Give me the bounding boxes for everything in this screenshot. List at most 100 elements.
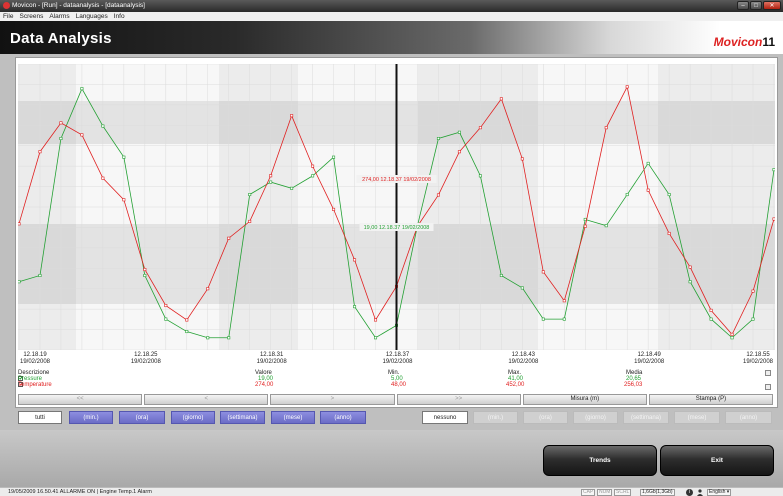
legend-table: Descrizione Valore Min. Max. Media ✔ Pres… <box>18 370 775 394</box>
user-icon[interactable] <box>697 488 703 496</box>
point-pressure-10 <box>227 336 231 340</box>
point-pressure-15 <box>332 155 336 159</box>
legend-header-row: Descrizione Valore Min. Max. Media <box>18 370 775 377</box>
point-pressure-24 <box>520 286 524 290</box>
point-temperature-16 <box>353 258 357 262</box>
minimize-button[interactable]: – <box>737 1 749 10</box>
previous-page-button[interactable]: < <box>144 394 269 405</box>
point-temperature-27 <box>583 224 587 228</box>
point-temperature-17 <box>374 318 378 322</box>
filter-week-button[interactable]: (settimana) <box>220 411 265 424</box>
point-temperature-29 <box>625 85 629 89</box>
legend-header-value: Valore <box>255 370 272 376</box>
legend-header-min: Min. <box>388 370 400 376</box>
measure-button[interactable]: Misura (m) <box>522 394 647 405</box>
x-tick-label: 12.18.25 19/02/2008 <box>130 352 161 365</box>
menu-languages[interactable]: Languages <box>75 13 108 20</box>
filter-year-button[interactable]: (anno) <box>320 411 366 424</box>
pressure-value: 19,00 <box>258 376 274 382</box>
last-page-button[interactable]: >> <box>396 394 521 405</box>
point-pressure-25 <box>541 317 545 321</box>
filter-min-button[interactable]: (min.) <box>69 411 113 424</box>
menu-screens[interactable]: Screens <box>19 13 44 20</box>
point-temperature-24 <box>520 157 524 161</box>
pressure-min: 5,00 <box>391 376 403 382</box>
point-pressure-6 <box>143 274 147 278</box>
movicon-logo: Movicon11 <box>713 35 775 49</box>
point-temperature-20 <box>436 193 440 197</box>
filter-hour-button-2[interactable]: (ora) <box>523 411 568 424</box>
temperature-checkbox[interactable]: ✔ <box>18 382 24 388</box>
filter-month-button[interactable]: (mese) <box>271 411 315 424</box>
point-temperature-21 <box>457 150 461 154</box>
point-pressure-16 <box>353 305 357 309</box>
x-tick-label: 12.18.19 19/02/2008 <box>19 352 51 365</box>
filter-hour-button[interactable]: (ora) <box>119 411 165 424</box>
pressure-max: 41,00 <box>508 376 524 382</box>
filter-day-button[interactable]: (giorno) <box>171 411 215 424</box>
filter-year-button-2[interactable]: (anno) <box>725 411 772 424</box>
maximize-button[interactable]: □ <box>750 1 762 10</box>
point-pressure-31 <box>667 193 671 197</box>
point-temperature-7 <box>164 304 168 308</box>
point-pressure-12 <box>269 180 273 184</box>
period-filter-row: tutti (min.) (ora) (giorno) (settimana) … <box>18 411 775 425</box>
point-pressure-2 <box>59 137 63 141</box>
status-message: 19/05/2009 16.50.41 ALLARME ON | Engine … <box>8 489 152 495</box>
pressure-checkbox[interactable]: ✔ <box>18 376 24 382</box>
point-pressure-23 <box>499 274 503 278</box>
exit-button[interactable]: Exit <box>660 445 774 476</box>
filter-month-button-2[interactable]: (mese) <box>674 411 720 424</box>
trend-chart[interactable]: 274,00 12.18.37 19/02/2008 19,00 12.18.37… <box>17 63 776 351</box>
menu-file[interactable]: File <box>3 13 14 20</box>
point-temperature-26 <box>562 299 566 303</box>
legend-scroll-down[interactable] <box>765 384 771 390</box>
point-pressure-13 <box>290 186 294 190</box>
x-tick-label: 12.18.43 19/02/2008 <box>508 352 539 365</box>
point-pressure-20 <box>436 137 440 141</box>
point-pressure-9 <box>206 336 210 340</box>
filter-min-button-2[interactable]: (min.) <box>473 411 518 424</box>
temperature-name: Temperature <box>18 382 52 388</box>
point-pressure-7 <box>164 317 168 321</box>
page-header: Data Analysis Movicon11 <box>0 21 783 54</box>
x-tick-label: 12.18.49 19/02/2008 <box>634 352 665 365</box>
language-indicator[interactable]: English ▾ <box>707 488 732 496</box>
legend-row-pressure: ✔ Pressure 19,00 5,00 41,00 20,65 <box>18 376 775 383</box>
menu-alarms[interactable]: Alarms <box>49 13 70 20</box>
filter-all-button[interactable]: tutti <box>18 411 62 424</box>
point-temperature-2 <box>59 121 63 125</box>
filter-week-button-2[interactable]: (settimana) <box>623 411 669 424</box>
point-pressure-36 <box>772 168 776 172</box>
point-pressure-17 <box>374 336 378 340</box>
point-pressure-30 <box>646 161 650 165</box>
point-pressure-21 <box>457 130 461 134</box>
print-button[interactable]: Stampa (P) <box>648 394 774 405</box>
trends-button[interactable]: Trends <box>543 445 657 476</box>
first-page-button[interactable]: << <box>18 394 143 405</box>
point-temperature-34 <box>730 332 734 336</box>
point-pressure-32 <box>688 280 692 284</box>
navigation-row: << < > >> Misura (m) Stampa (P) <box>18 394 775 406</box>
app-icon <box>3 2 10 9</box>
point-pressure-11 <box>248 193 252 197</box>
filter-day-button-2[interactable]: (giorno) <box>573 411 618 424</box>
menu-info[interactable]: Info <box>113 13 125 20</box>
trend-chart-svg[interactable]: 274,00 12.18.37 19/02/2008 19,00 12.18.37… <box>17 63 776 351</box>
info-icon[interactable]: i <box>686 488 693 496</box>
point-temperature-9 <box>206 287 210 291</box>
page-title: Data Analysis <box>10 30 112 47</box>
legend-scroll-up[interactable] <box>765 370 771 376</box>
scrl-indicator: SCRL <box>614 488 632 496</box>
point-pressure-28 <box>604 224 608 228</box>
menu-bar: File Screens Alarms Languages Info <box>0 12 783 21</box>
cursor-label-temperature: 274,00 12.18.37 19/02/2008 <box>362 177 431 183</box>
close-button[interactable]: ✕ <box>763 1 781 10</box>
next-page-button[interactable]: > <box>270 394 395 405</box>
num-indicator: NUM <box>597 488 613 496</box>
filter-none-button[interactable]: nessuno <box>422 411 468 424</box>
temperature-value: 274,00 <box>255 382 274 388</box>
legend-row-temperature: ✔ Temperature 274,00 48,00 452,00 256,03 <box>18 382 775 390</box>
point-temperature-6 <box>143 267 147 271</box>
legend-header-max: Max. <box>508 370 522 376</box>
